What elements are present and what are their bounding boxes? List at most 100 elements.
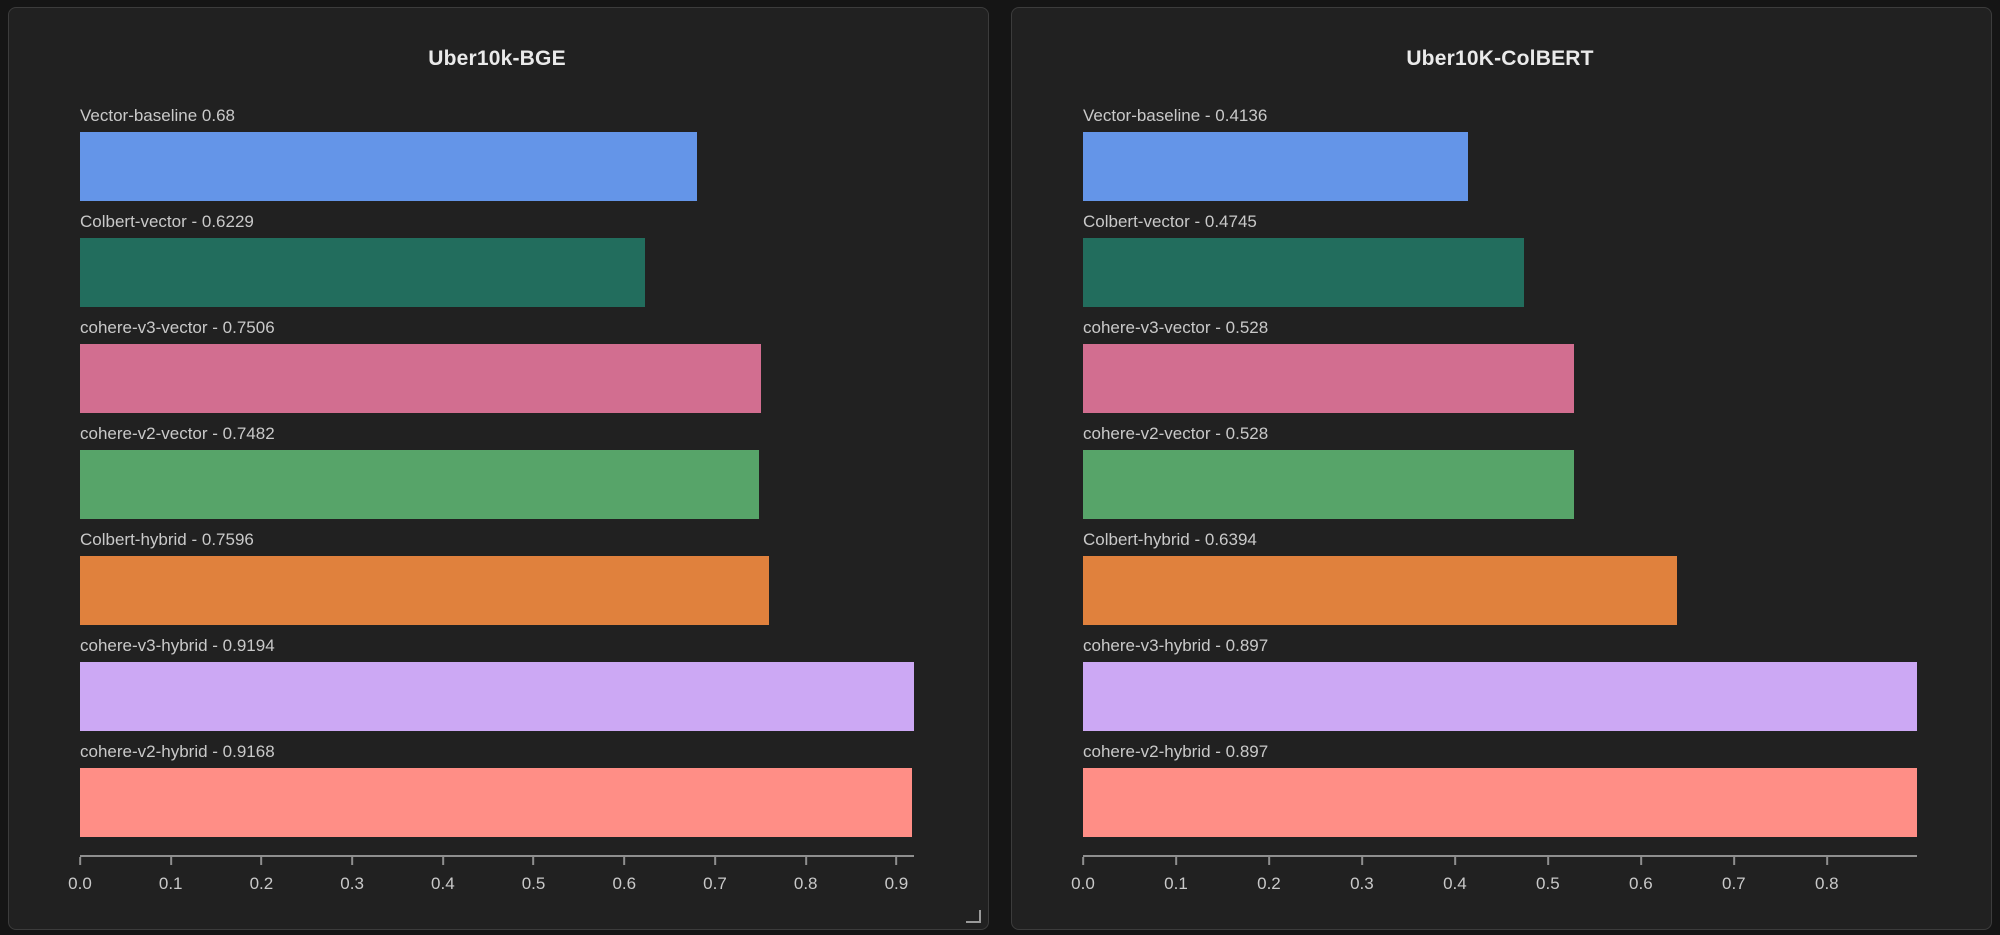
axis-tick: 0.2 bbox=[249, 857, 274, 894]
bar-row: Vector-baseline - 0.4136 bbox=[1083, 105, 1917, 201]
tick-mark bbox=[169, 857, 172, 865]
axis-tick: 0.8 bbox=[794, 857, 818, 894]
tick-mark bbox=[441, 857, 444, 865]
axis-tick: 0.9 bbox=[884, 857, 909, 894]
x-axis: 0.0 0.1 0.2 0.3 0.4 0.5 0.6 0.7 0.8 0.9 bbox=[68, 855, 914, 899]
axis-tick: 0.5 bbox=[521, 857, 546, 894]
tick-label: 0.1 bbox=[1164, 874, 1188, 893]
chart-title: Uber10K-ColBERT bbox=[1406, 47, 1594, 70]
tick-label: 0.0 bbox=[68, 874, 92, 893]
tick-mark bbox=[623, 857, 626, 865]
bar-label: Colbert-vector - 0.6229 bbox=[80, 212, 254, 231]
tick-label: 0.4 bbox=[1443, 874, 1467, 893]
bar-row: cohere-v3-hybrid - 0.897 bbox=[1083, 635, 1917, 731]
bar bbox=[1083, 238, 1525, 307]
axis-tick: 0.8 bbox=[1815, 857, 1839, 894]
bar-row: Colbert-hybrid - 0.6394 bbox=[1083, 529, 1917, 625]
tick-label: 0.9 bbox=[884, 874, 909, 893]
bar-row: cohere-v2-vector - 0.528 bbox=[1083, 423, 1917, 519]
bar-row: Colbert-vector - 0.4745 bbox=[1083, 211, 1917, 307]
bar-label: cohere-v2-vector - 0.7482 bbox=[80, 424, 275, 443]
bar-row: cohere-v3-vector - 0.528 bbox=[1083, 317, 1917, 413]
tick-label: 0.7 bbox=[703, 874, 727, 893]
axis-tick: 0.1 bbox=[1164, 857, 1188, 894]
bar-row: cohere-v2-vector - 0.7482 bbox=[80, 423, 914, 519]
bar-row: Colbert-hybrid - 0.7596 bbox=[80, 529, 914, 625]
axis-tick: 0.7 bbox=[703, 857, 727, 894]
bar bbox=[1083, 556, 1678, 625]
x-axis: 0.0 0.1 0.2 0.3 0.4 0.5 0.6 0.7 0.8 bbox=[1071, 855, 1917, 899]
tick-mark bbox=[1825, 857, 1828, 865]
tick-mark bbox=[1732, 857, 1735, 865]
tick-label: 0.7 bbox=[1722, 874, 1746, 893]
bar-row: Vector-baseline 0.68 bbox=[80, 105, 914, 201]
bar-rows: Vector-baseline - 0.4136 Colbert-vector … bbox=[1083, 105, 1917, 837]
tick-mark bbox=[713, 857, 716, 865]
bar-label: cohere-v3-hybrid - 0.9194 bbox=[80, 636, 275, 655]
bar-row: cohere-v3-hybrid - 0.9194 bbox=[80, 635, 914, 731]
bar bbox=[80, 238, 646, 307]
bar-label: Vector-baseline 0.68 bbox=[80, 106, 235, 125]
axis-tick: 0.4 bbox=[1443, 857, 1467, 894]
chart-panel: Uber10K-ColBERT Vector-baseline - 0.4136… bbox=[1011, 7, 1992, 930]
x-axis-line bbox=[80, 855, 914, 857]
tick-mark bbox=[804, 857, 807, 865]
bar bbox=[80, 132, 697, 201]
axis-tick: 0.5 bbox=[1536, 857, 1560, 894]
axis-tick: 0.6 bbox=[1629, 857, 1653, 894]
axis-tick: 0.2 bbox=[1257, 857, 1281, 894]
axis-tick: 0.1 bbox=[159, 857, 183, 894]
tick-label: 0.3 bbox=[340, 874, 364, 893]
tick-label: 0.2 bbox=[1257, 874, 1281, 893]
resize-handle-icon[interactable] bbox=[966, 910, 981, 923]
tick-label: 0.8 bbox=[793, 874, 818, 893]
bar-label: cohere-v3-hybrid - 0.897 bbox=[1083, 636, 1269, 655]
tick-mark bbox=[1360, 857, 1363, 865]
x-axis-ticks: 0.0 0.1 0.2 0.3 0.4 0.5 0.6 0.7 0.8 bbox=[1071, 857, 1917, 899]
bar bbox=[1083, 768, 1917, 837]
bar bbox=[1083, 132, 1468, 201]
tick-mark bbox=[1174, 857, 1177, 865]
tick-mark bbox=[351, 857, 354, 865]
bar-label: Vector-baseline - 0.4136 bbox=[1083, 106, 1268, 125]
x-axis-ticks: 0.0 0.1 0.2 0.3 0.4 0.5 0.6 0.7 0.8 0.9 bbox=[68, 857, 914, 899]
bar bbox=[1083, 450, 1574, 519]
x-axis-line bbox=[1083, 855, 1917, 857]
tick-label: 0.5 bbox=[1536, 874, 1560, 893]
bar bbox=[80, 768, 912, 837]
tick-mark bbox=[532, 857, 535, 865]
bar-rows: Vector-baseline 0.68 Colbert-vector - 0.… bbox=[80, 105, 914, 837]
tick-mark bbox=[1267, 857, 1270, 865]
chart-title: Uber10k-BGE bbox=[428, 47, 566, 70]
axis-tick: 0.6 bbox=[612, 857, 636, 894]
bar-label: cohere-v2-hybrid - 0.9168 bbox=[80, 742, 275, 761]
tick-label: 0.3 bbox=[1350, 874, 1374, 893]
tick-label: 0.4 bbox=[431, 874, 455, 893]
bar-label: Colbert-vector - 0.4745 bbox=[1083, 212, 1257, 231]
tick-mark bbox=[1453, 857, 1456, 865]
bar bbox=[80, 556, 770, 625]
bar-label: cohere-v2-vector - 0.528 bbox=[1083, 424, 1269, 443]
axis-tick: 0.3 bbox=[1350, 857, 1374, 894]
bar bbox=[80, 662, 914, 731]
axis-tick: 0.3 bbox=[340, 857, 364, 894]
tick-label: 0.6 bbox=[1629, 874, 1653, 893]
tick-label: 0.0 bbox=[1071, 874, 1095, 893]
bar bbox=[80, 344, 761, 413]
bar-label: Colbert-hybrid - 0.6394 bbox=[1083, 530, 1257, 549]
tick-label: 0.5 bbox=[521, 874, 546, 893]
bar bbox=[80, 450, 759, 519]
tick-label: 0.8 bbox=[1814, 874, 1839, 893]
tick-label: 0.2 bbox=[249, 874, 274, 893]
bar-row: cohere-v2-hybrid - 0.897 bbox=[1083, 741, 1917, 837]
tick-label: 0.1 bbox=[158, 874, 183, 893]
axis-tick: 0.0 bbox=[1071, 857, 1095, 894]
tick-label: 0.6 bbox=[612, 874, 637, 893]
bar-label: cohere-v2-hybrid - 0.897 bbox=[1083, 742, 1269, 761]
axis-tick: 0.7 bbox=[1722, 857, 1746, 894]
bar-row: cohere-v3-vector - 0.7506 bbox=[80, 317, 914, 413]
bar-row: cohere-v2-hybrid - 0.9168 bbox=[80, 741, 914, 837]
axis-tick: 0.0 bbox=[68, 857, 92, 894]
bar-label: cohere-v3-vector - 0.528 bbox=[1083, 318, 1269, 337]
bar-row: Colbert-vector - 0.6229 bbox=[80, 211, 914, 307]
